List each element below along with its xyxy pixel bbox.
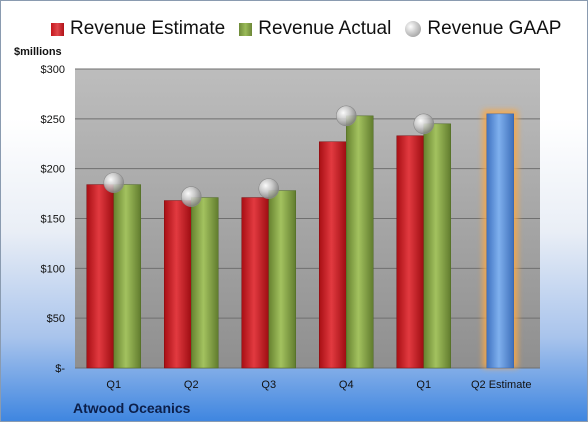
y-tick-label: $300 [41, 64, 65, 76]
marker-revenue-gaap [103, 172, 125, 193]
bar-revenue-estimate [241, 197, 269, 369]
marker-revenue-gaap [413, 113, 435, 135]
legend-marker-gaap [405, 21, 422, 37]
bar-revenue-actual [346, 115, 374, 369]
legend-swatch-estimate [51, 22, 64, 36]
bar-revenue-actual [191, 197, 219, 369]
bar-revenue-actual [423, 123, 451, 369]
legend-item-gaap: Revenue GAAP [405, 18, 561, 40]
x-tick-label: Q1 [416, 379, 431, 391]
gridlines [75, 68, 540, 369]
marker-revenue-gaap [180, 186, 202, 207]
bar-revenue-actual [268, 190, 296, 369]
y-axis-ticks: $- $50 $100 $150 $200 $250 $300 [41, 64, 66, 375]
y-tick-label: $- [55, 363, 65, 375]
legend-label-actual: Revenue Actual [258, 18, 392, 39]
x-tick-label: Q2 [184, 379, 199, 391]
y-tick-label: $150 [41, 214, 65, 226]
x-tick-label: Q4 [339, 379, 354, 391]
bar-revenue-estimate [319, 141, 347, 369]
x-axis-ticks: Q1 Q2 Q3 Q4 Q1 Q2 Estimate [106, 379, 531, 391]
y-tick-label: $200 [41, 164, 65, 176]
legend-label-gaap: Revenue GAAP [427, 18, 562, 39]
y-tick-label: $100 [41, 263, 65, 275]
x-tick-label: Q2 Estimate [471, 379, 532, 391]
bar-revenue-estimate [396, 135, 424, 369]
legend-label-estimate: Revenue Estimate [70, 18, 226, 39]
legend: Revenue Estimate Revenue Actual Revenue … [51, 17, 575, 41]
bar-revenue-estimate [86, 184, 114, 369]
y-tick-label: $250 [41, 114, 65, 126]
bar-revenue-actual [113, 184, 141, 369]
legend-swatch-actual [239, 22, 253, 36]
y-axis-unit-label: $millions [14, 46, 62, 58]
bars [86, 109, 518, 369]
x-tick-label: Q3 [261, 379, 276, 391]
company-name: Atwood Oceanics [73, 400, 191, 416]
bar-revenue-estimate [164, 200, 192, 369]
gaap-markers [103, 105, 435, 207]
marker-revenue-gaap [258, 178, 280, 199]
x-tick-label: Q1 [106, 379, 121, 391]
legend-item-actual: Revenue Actual [239, 18, 391, 40]
y-tick-label: $50 [47, 313, 65, 325]
marker-revenue-gaap [335, 105, 357, 127]
legend-item-estimate: Revenue Estimate [51, 18, 225, 40]
bar-revenue-forecast [486, 113, 514, 369]
